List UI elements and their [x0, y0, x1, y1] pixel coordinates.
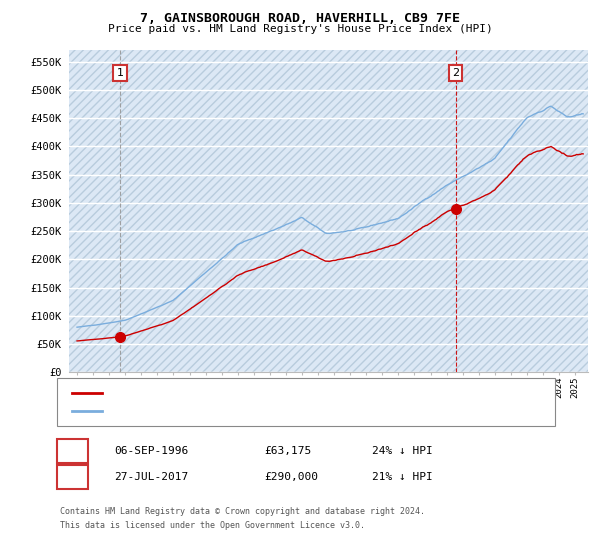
Text: This data is licensed under the Open Government Licence v3.0.: This data is licensed under the Open Gov…	[60, 521, 365, 530]
Text: 21% ↓ HPI: 21% ↓ HPI	[372, 472, 433, 482]
Text: 2: 2	[69, 472, 76, 482]
Text: 1: 1	[69, 446, 76, 456]
Text: 27-JUL-2017: 27-JUL-2017	[114, 472, 188, 482]
Text: 7, GAINSBOROUGH ROAD, HAVERHILL, CB9 7FE: 7, GAINSBOROUGH ROAD, HAVERHILL, CB9 7FE	[140, 12, 460, 25]
Text: £290,000: £290,000	[264, 472, 318, 482]
Text: Contains HM Land Registry data © Crown copyright and database right 2024.: Contains HM Land Registry data © Crown c…	[60, 507, 425, 516]
Text: 7, GAINSBOROUGH ROAD, HAVERHILL, CB9 7FE (detached house): 7, GAINSBOROUGH ROAD, HAVERHILL, CB9 7FE…	[108, 388, 443, 398]
Text: Price paid vs. HM Land Registry's House Price Index (HPI): Price paid vs. HM Land Registry's House …	[107, 24, 493, 34]
Text: £63,175: £63,175	[264, 446, 311, 456]
Text: 1: 1	[116, 68, 124, 78]
Text: HPI: Average price, detached house, West Suffolk: HPI: Average price, detached house, West…	[108, 406, 390, 416]
Text: 2: 2	[452, 68, 460, 78]
Text: 06-SEP-1996: 06-SEP-1996	[114, 446, 188, 456]
Text: 24% ↓ HPI: 24% ↓ HPI	[372, 446, 433, 456]
